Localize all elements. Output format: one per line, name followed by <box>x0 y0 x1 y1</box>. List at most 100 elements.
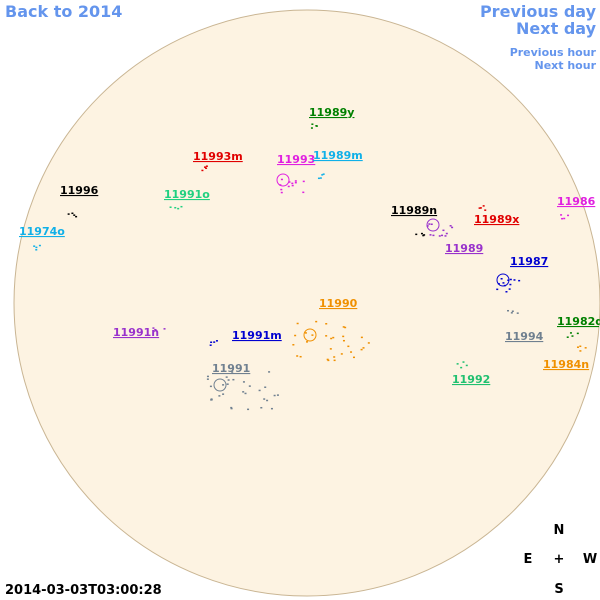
sunspot <box>342 326 345 328</box>
sunspot <box>340 353 343 355</box>
previous-day-link[interactable]: Previous day <box>480 2 597 21</box>
sunspot <box>311 123 314 125</box>
sunspot <box>232 378 235 381</box>
group-label[interactable]: 11990 <box>319 297 358 310</box>
sunspot <box>566 336 569 338</box>
sunspot <box>174 206 177 209</box>
group-label[interactable]: 11992 <box>452 373 490 386</box>
sunspot <box>576 332 579 335</box>
sunspot <box>482 205 485 207</box>
group-label[interactable]: 11994 <box>505 330 544 343</box>
sunspot <box>352 356 355 359</box>
sunspot <box>218 395 221 397</box>
sunspot <box>315 320 318 323</box>
sunspot <box>428 223 431 225</box>
sunspot <box>215 340 218 342</box>
group-label[interactable]: 11987 <box>510 255 548 268</box>
sunspot <box>306 341 309 343</box>
group-label[interactable]: 11989 <box>445 242 483 255</box>
sunspot <box>260 406 263 409</box>
sunspot <box>268 371 271 373</box>
sunspot <box>319 177 322 179</box>
sunspot <box>465 364 468 367</box>
sunspot <box>505 291 508 293</box>
sunspot <box>510 312 513 314</box>
sunspot <box>326 358 329 361</box>
sunspot <box>242 381 245 383</box>
sunspot <box>415 233 418 236</box>
sunspot <box>230 406 233 409</box>
group-label[interactable]: 11989y <box>309 106 354 119</box>
sunspot <box>576 346 579 348</box>
sunspot <box>226 383 229 385</box>
sunspot <box>332 336 335 339</box>
sunspot <box>507 309 510 312</box>
sunspot <box>227 379 230 381</box>
sunspot <box>462 361 465 363</box>
sunspot <box>294 334 297 337</box>
sunspot <box>571 335 574 337</box>
sunspot <box>449 225 452 227</box>
next-day-link[interactable]: Next day <box>516 19 597 38</box>
sunspot <box>177 207 180 210</box>
sunspot <box>321 174 324 176</box>
sunspot <box>288 181 291 183</box>
group-label[interactable]: 11982q <box>557 315 600 328</box>
group-label[interactable]: 11986 <box>557 195 596 208</box>
sunspot <box>71 212 74 215</box>
group-label[interactable]: 11991 <box>212 362 250 375</box>
sunspot <box>333 356 336 358</box>
sunspot-ring <box>496 273 510 287</box>
previous-hour-link[interactable]: Previous hour <box>510 46 597 59</box>
sunspot <box>350 351 353 353</box>
group-label[interactable]: 11993m <box>193 150 243 163</box>
sunspot <box>302 191 305 194</box>
sunspot <box>329 348 332 350</box>
next-hour-link[interactable]: Next hour <box>535 59 597 72</box>
sunspot <box>270 407 273 410</box>
sunspot <box>442 229 445 232</box>
sunspot <box>420 232 423 235</box>
group-label[interactable]: 11989m <box>313 149 363 162</box>
sunspot <box>569 332 572 334</box>
sunspot <box>203 166 206 168</box>
sunspot <box>75 215 78 218</box>
group-label[interactable]: 11991n <box>113 326 159 339</box>
sunspot <box>247 408 250 411</box>
group-label[interactable]: 11989n <box>391 204 437 217</box>
sunspot <box>563 217 566 220</box>
sunspot <box>451 226 454 229</box>
sunspot <box>444 235 447 237</box>
back-link[interactable]: Back to 2014 <box>5 2 122 21</box>
sunspot <box>296 355 299 357</box>
sunspot <box>205 167 208 169</box>
sunspot <box>347 345 350 348</box>
sunspot <box>500 278 503 280</box>
group-label[interactable]: 11993 <box>277 153 315 166</box>
group-label[interactable]: 11996 <box>60 184 99 197</box>
sunspot <box>367 342 370 344</box>
sunspot <box>292 344 295 346</box>
group-label[interactable]: 11989x <box>474 213 519 226</box>
group-label[interactable]: 11991m <box>232 329 282 342</box>
sunspot <box>154 329 157 331</box>
sunspot <box>330 337 333 340</box>
sunspot <box>209 385 212 388</box>
sunspot <box>362 347 365 349</box>
sunspot <box>206 375 209 378</box>
group-label[interactable]: 11991o <box>164 188 210 201</box>
sunspot <box>291 182 294 185</box>
sunspot <box>429 234 432 236</box>
group-label[interactable]: 11974o <box>19 225 65 238</box>
sunspot <box>311 334 314 336</box>
sunspot <box>579 345 582 348</box>
sunspot <box>209 344 212 346</box>
sunspot <box>280 178 283 181</box>
sunspot <box>310 127 313 129</box>
sunspot <box>567 214 570 217</box>
sunspot <box>280 191 283 194</box>
sunspot-ring <box>303 328 317 342</box>
group-label[interactable]: 11984n <box>543 358 589 371</box>
sunspot <box>163 328 166 330</box>
